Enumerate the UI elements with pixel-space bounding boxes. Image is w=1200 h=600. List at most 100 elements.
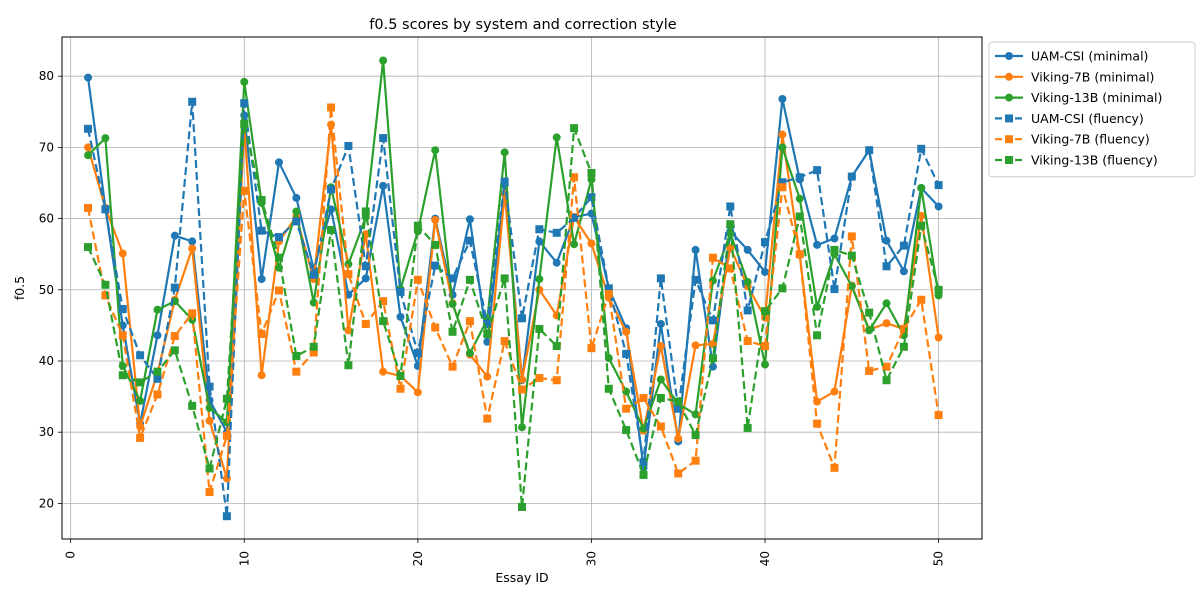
data-point <box>882 236 891 245</box>
plot-frame <box>61 36 983 540</box>
data-point <box>639 458 648 467</box>
data-point <box>274 286 283 295</box>
data-point <box>309 342 318 351</box>
data-point <box>240 77 249 86</box>
data-point <box>101 291 110 300</box>
data-point <box>552 376 561 385</box>
data-point <box>552 228 561 237</box>
data-point <box>622 404 631 413</box>
data-point <box>761 342 770 351</box>
data-point <box>188 237 197 246</box>
chart-title: f0.5 scores by system and correction sty… <box>369 17 677 33</box>
series-line <box>87 59 940 430</box>
data-point <box>674 397 683 406</box>
data-point <box>847 232 856 241</box>
data-point <box>882 319 891 328</box>
data-point <box>448 274 457 283</box>
data-point <box>570 124 579 133</box>
data-point <box>465 215 474 224</box>
data-point <box>795 212 804 221</box>
data-point <box>639 470 648 479</box>
legend-marker <box>1005 52 1013 60</box>
series-3 <box>84 97 943 521</box>
data-point <box>465 349 474 358</box>
data-point <box>604 290 613 299</box>
data-point <box>813 331 822 340</box>
data-point <box>865 326 874 335</box>
data-point <box>153 374 162 383</box>
data-point <box>274 158 283 167</box>
data-point <box>170 346 179 355</box>
data-point <box>691 341 700 350</box>
data-point <box>656 319 665 328</box>
data-point <box>535 225 544 234</box>
data-point <box>465 236 474 245</box>
data-point <box>222 512 231 521</box>
data-point <box>917 183 926 192</box>
data-point <box>361 319 370 328</box>
legend-label: UAM-CSI (minimal) <box>1031 49 1148 64</box>
data-point <box>726 220 735 229</box>
data-point <box>188 401 197 410</box>
data-point <box>795 194 804 203</box>
data-point <box>639 394 648 403</box>
data-point <box>726 202 735 211</box>
data-point <box>882 299 891 308</box>
x-tick-label: 10 <box>237 551 251 566</box>
data-point <box>205 464 214 473</box>
data-point <box>761 360 770 369</box>
data-point <box>431 323 440 332</box>
data-point <box>656 422 665 431</box>
legend-marker <box>1005 72 1013 81</box>
data-point <box>431 215 440 224</box>
data-point <box>361 207 370 216</box>
data-point <box>292 193 301 202</box>
legend: UAM-CSI (minimal) Viking-7B (minimal) Viki… <box>988 41 1196 178</box>
data-point <box>830 387 839 396</box>
data-point <box>84 124 93 133</box>
data-point <box>813 166 822 175</box>
data-point <box>743 277 752 286</box>
data-point <box>535 324 544 333</box>
y-axis-label: f0.5 <box>12 276 27 300</box>
legend-marker <box>1005 93 1013 102</box>
data-point <box>691 275 700 284</box>
data-point <box>118 249 127 258</box>
data-point <box>535 275 544 284</box>
data-point <box>882 376 891 385</box>
data-point <box>795 173 804 182</box>
data-point <box>188 244 197 253</box>
data-point <box>344 141 353 150</box>
legend-label: Viking-13B (fluency) <box>1031 153 1158 168</box>
data-point <box>691 410 700 419</box>
legend-item: Viking-7B (minimal) <box>995 69 1154 84</box>
data-point <box>309 270 318 279</box>
data-point <box>153 305 162 314</box>
series-layer <box>84 56 943 521</box>
data-point <box>778 130 787 139</box>
legend-label: UAM-CSI (fluency) <box>1031 111 1144 126</box>
data-point <box>257 275 266 284</box>
data-point <box>118 371 127 380</box>
data-point <box>431 261 440 270</box>
data-point <box>778 183 787 192</box>
data-point <box>622 426 631 435</box>
y-tick-label: 20 <box>39 496 54 510</box>
grid-lines <box>62 37 982 539</box>
data-point <box>448 362 457 371</box>
data-point <box>396 384 405 393</box>
data-point <box>656 375 665 384</box>
data-point <box>917 221 926 230</box>
data-point <box>101 205 110 214</box>
data-point <box>518 314 526 323</box>
x-axis-label: Essay ID <box>495 570 548 585</box>
series-line <box>87 122 940 509</box>
data-point <box>552 133 561 142</box>
x-tick-label: 50 <box>932 551 946 566</box>
data-point <box>327 185 336 194</box>
data-point <box>743 306 752 315</box>
data-point <box>795 250 804 259</box>
data-point <box>500 337 509 346</box>
data-point <box>344 326 353 335</box>
